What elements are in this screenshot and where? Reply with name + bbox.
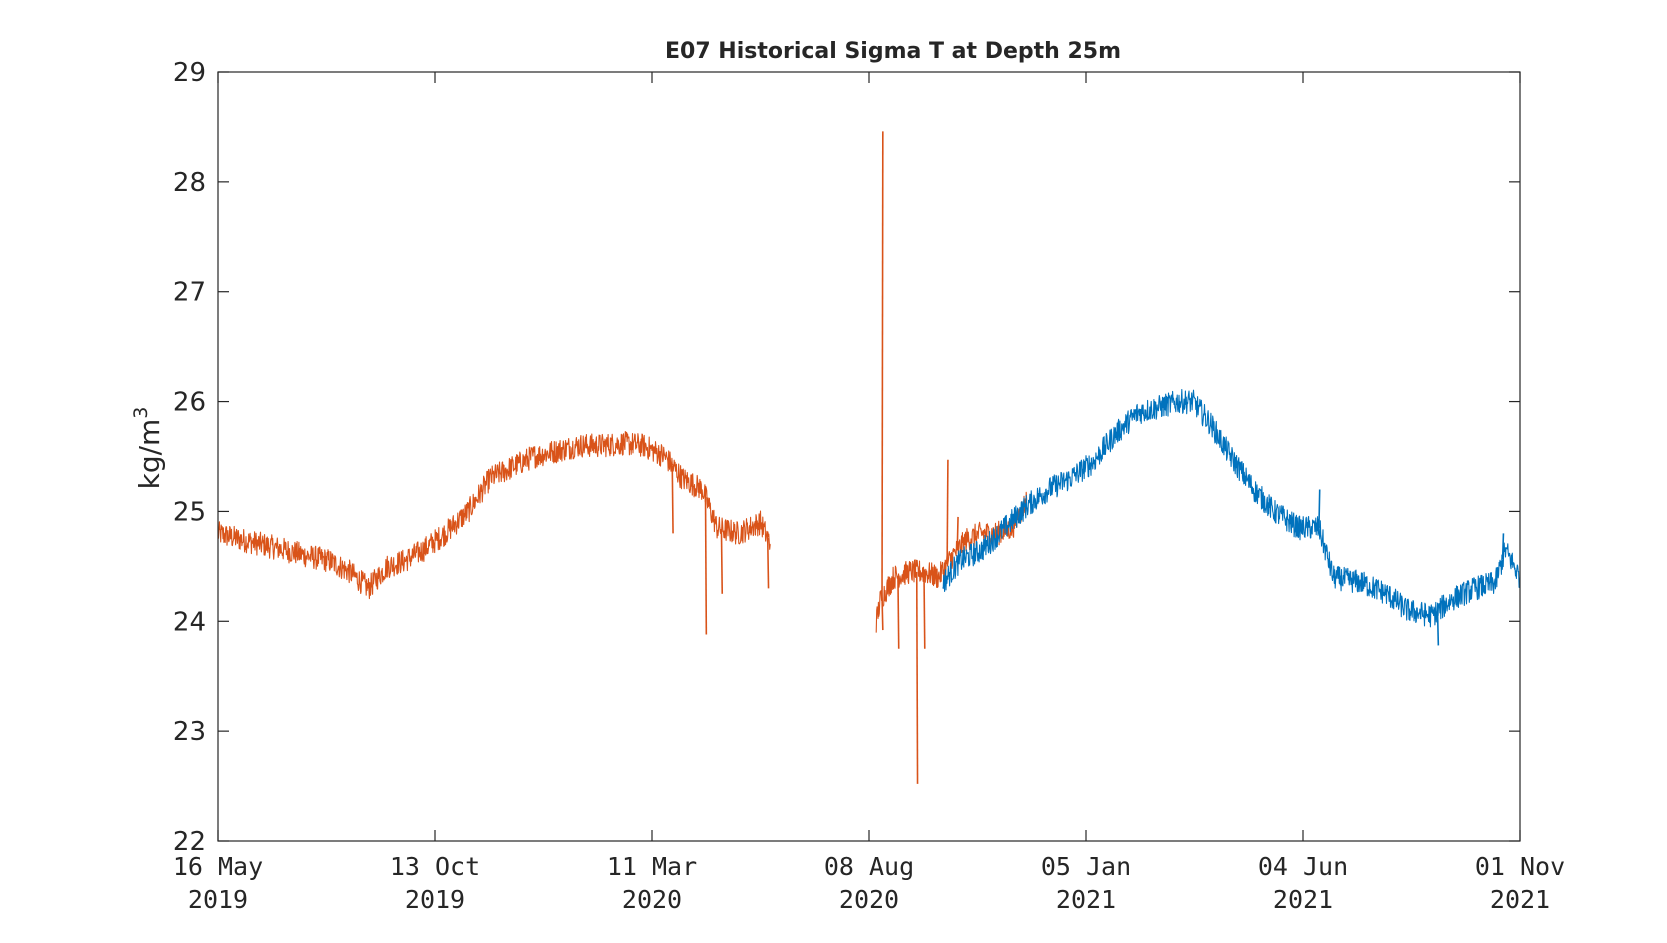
series-spike	[923, 571, 926, 649]
series-spike	[1436, 611, 1440, 646]
x-tick-label-date: 01 Nov	[1475, 852, 1565, 881]
y-tick-label: 27	[173, 278, 206, 308]
axes-layer: 22 23 24 25 26 27 28 29 16 May 2019 13 Oct 2019 11 M…	[173, 58, 1565, 914]
series-2	[875, 131, 1028, 784]
series-spike	[946, 459, 949, 565]
y-tick-label: 28	[173, 168, 206, 198]
series-1	[217, 431, 771, 635]
x-tick-label-date: 11 Mar	[607, 852, 697, 881]
y-tick-label: 26	[173, 388, 206, 418]
series-layer	[217, 131, 1521, 784]
series-line	[217, 431, 771, 600]
x-tick-label-date: 05 Jan	[1041, 852, 1131, 881]
series-line	[942, 388, 1521, 628]
series-spike	[766, 538, 770, 589]
series-spike	[1318, 489, 1321, 528]
y-tick-label: 25	[173, 497, 206, 527]
y-axis-label-exponent: 3	[130, 407, 152, 419]
x-tick-label-year: 2021	[1490, 885, 1550, 914]
x-tick-label-year: 2021	[1056, 885, 1116, 914]
series-spike	[956, 516, 959, 551]
chart-title: E07 Historical Sigma T at Depth 25m	[665, 39, 1121, 64]
series-spike	[881, 596, 884, 631]
y-tick-label: 29	[173, 58, 206, 88]
y-axis-label: kg/m3	[130, 407, 166, 490]
series-spike	[704, 497, 708, 635]
series-spike	[897, 575, 900, 649]
x-tick-label-year: 2019	[405, 885, 465, 914]
series-spike	[915, 571, 919, 784]
x-tick-label-year: 2020	[622, 885, 682, 914]
x-tick-label-date: 04 Jun	[1258, 852, 1348, 881]
series-spike	[1501, 533, 1505, 560]
x-tick-label-date: 13 Oct	[390, 852, 480, 881]
x-tick-label-year: 2019	[188, 885, 248, 914]
x-tick-label-year: 2020	[839, 885, 899, 914]
x-tick-label-date: 08 Aug	[824, 852, 914, 881]
y-tick-label: 23	[173, 717, 206, 747]
plot-frame	[217, 71, 1521, 842]
y-tick-label: 24	[173, 607, 206, 637]
y-axis-label-unit: kg/m	[133, 419, 166, 490]
series-spike	[881, 131, 884, 597]
series-spike	[720, 528, 724, 594]
x-tick-label-date: 16 May	[173, 852, 263, 881]
x-tick-label-year: 2021	[1273, 885, 1333, 914]
series-3	[942, 388, 1521, 646]
y-tick-label: 22	[173, 827, 206, 857]
series-spike	[671, 465, 674, 534]
